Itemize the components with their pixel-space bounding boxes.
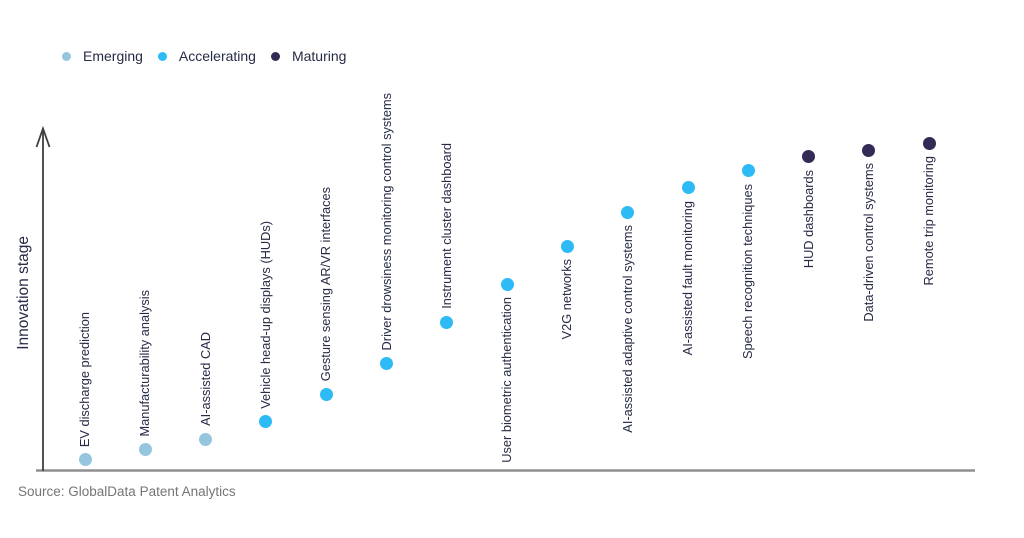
data-point — [681, 181, 695, 195]
data-point-label: EV discharge prediction — [77, 311, 92, 447]
data-point — [741, 164, 755, 178]
data-point — [862, 143, 876, 157]
data-point — [199, 432, 213, 446]
data-point-label: AI-assisted CAD — [197, 332, 213, 427]
data-point — [138, 442, 152, 456]
data-point-label: V2G networks — [559, 259, 575, 340]
legend: Emerging Accelerating Maturing — [62, 48, 346, 64]
data-point-label: Data-driven control systems — [860, 163, 876, 322]
maturing-dot-icon — [270, 51, 280, 61]
data-point-label: HUD dashboards — [800, 169, 816, 269]
legend-label-maturing: Maturing — [291, 48, 347, 64]
data-point-label: Speech recognition techniques — [740, 183, 756, 359]
data-point — [621, 205, 635, 219]
data-point-label: AI-assisted fault monitoring — [680, 200, 695, 356]
data-point-label: Vehicle head-up displays (HUDs) — [257, 221, 273, 409]
emerging-dot-icon — [62, 51, 71, 61]
y-axis-arrow-icon — [35, 125, 51, 148]
legend-item-maturing: Maturing — [270, 48, 347, 64]
data-point-label: Instrument cluster dashboard — [438, 143, 454, 310]
data-point-label: AI-assisted adaptive control systems — [619, 225, 635, 433]
legend-item-emerging: Emerging — [62, 48, 143, 64]
data-point-label: Manufacturability analysis — [137, 289, 153, 437]
data-point-label: Remote trip monitoring — [921, 156, 937, 286]
data-point — [78, 453, 92, 467]
legend-item-accelerating: Accelerating — [157, 48, 256, 64]
data-point-label: User biometric authentication — [499, 297, 515, 463]
accelerating-dot-icon — [157, 51, 167, 61]
legend-label-accelerating: Accelerating — [178, 48, 256, 64]
data-point — [319, 387, 333, 401]
data-point — [500, 277, 514, 291]
legend-label-emerging: Emerging — [83, 48, 143, 64]
source-caption: Source: GlobalData Patent Analytics — [18, 484, 236, 499]
data-point — [560, 239, 574, 253]
data-point — [922, 136, 936, 150]
data-point-label: Gesture sensing AR/VR interfaces — [318, 187, 334, 382]
data-point — [380, 356, 393, 370]
data-point — [802, 150, 816, 164]
data-point-label: Driver drowsiness monitoring control sys… — [378, 92, 394, 351]
data-point — [440, 315, 454, 329]
data-point — [259, 415, 273, 429]
